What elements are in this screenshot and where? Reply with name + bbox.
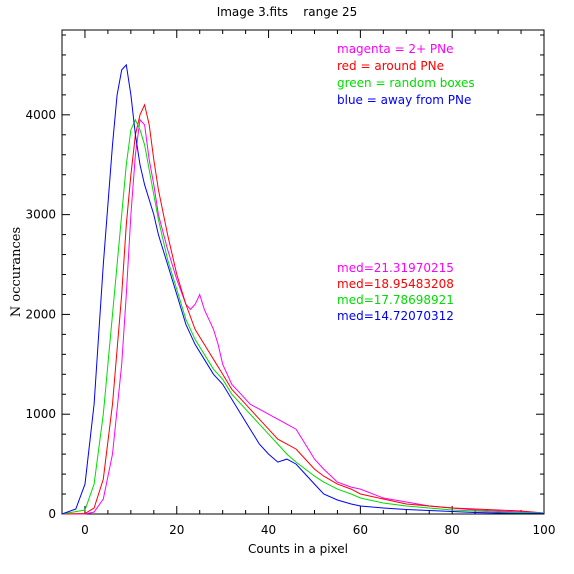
y-axis: 0 1000 2000 3000 4000: [25, 34, 544, 521]
median-label: med=18.95483208: [337, 277, 454, 291]
x-axis-label: Counts in a pixel: [248, 542, 348, 556]
series-line: [61, 103, 545, 515]
legend-entry: magenta = 2+ PNe: [337, 42, 454, 56]
plot-frame: [61, 29, 545, 515]
series-line: [62, 118, 545, 515]
y-tick-label: 1000: [25, 407, 56, 421]
y-axis-label: N occurances: [9, 227, 24, 317]
x-tick-label: 60: [353, 523, 368, 537]
median-label: med=14.72070312: [337, 309, 454, 323]
legend-entry: blue = away from PNe: [337, 93, 471, 107]
x-tick-label: 0: [81, 523, 89, 537]
median-label: med=17.78698921: [337, 293, 454, 307]
chart-title: Image 3.fits range 25: [217, 5, 358, 19]
x-tick-label: 40: [261, 523, 276, 537]
x-axis: 0 20 40 60 80 100: [81, 30, 555, 537]
y-tick-label: 2000: [25, 307, 56, 321]
y-tick-label: 0: [48, 507, 56, 521]
legend: magenta = 2+ PNe red = around PNe green = …: [337, 42, 475, 107]
median-annotations: med=21.31970215 med=18.95483208 med=17.786…: [337, 261, 454, 323]
x-tick-label: 80: [445, 523, 460, 537]
y-tick-label: 3000: [25, 208, 56, 222]
series-line: [61, 63, 544, 515]
series-group: [61, 63, 545, 515]
x-tick-label: 100: [533, 523, 556, 537]
legend-entry: green = random boxes: [337, 76, 475, 90]
y-tick-label: 4000: [25, 108, 56, 122]
x-tick-label: 20: [169, 523, 184, 537]
legend-entry: red = around PNe: [337, 59, 444, 73]
median-label: med=21.31970215: [337, 261, 454, 275]
series-line: [61, 118, 545, 515]
